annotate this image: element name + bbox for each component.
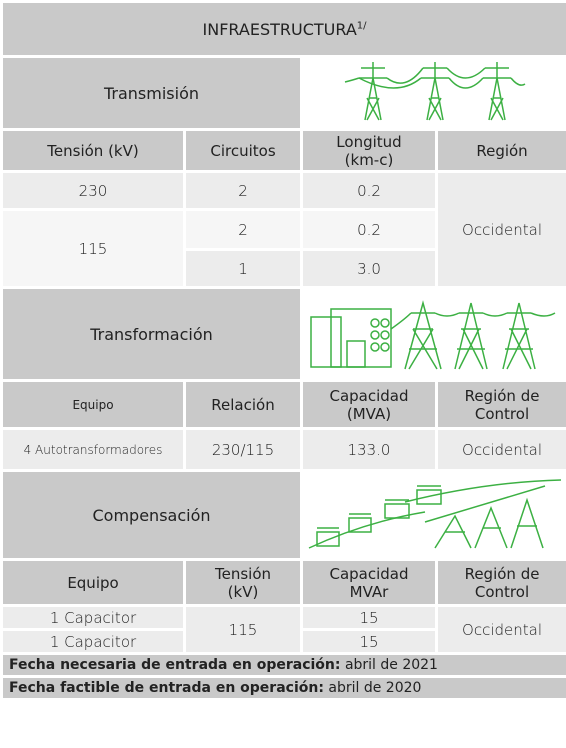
cell: 4 Autotransformadores [0, 427, 186, 472]
column-header: Equipo [0, 379, 186, 430]
cell: 1 [183, 248, 303, 289]
column-header: Región de Control [434, 379, 566, 430]
column-header-text: Región de Control [464, 564, 540, 601]
column-header-text: Longitud (km-c) [336, 132, 402, 169]
cell: 0.2 [300, 208, 438, 251]
title-note: 1/ [356, 20, 367, 32]
transmission-icon [344, 62, 525, 121]
column-header: Tensión (kV) [0, 128, 186, 173]
column-header-text: Capacidad MVAr [329, 564, 409, 601]
cell: Occidental [434, 604, 566, 655]
tower [420, 62, 449, 121]
title-text: INFRAESTRUCTURA [202, 19, 357, 39]
column-header: Circuitos [183, 128, 303, 173]
column-header: Tensión (kV) [183, 558, 303, 607]
cell: 1 Capacitor [0, 628, 186, 655]
column-header: Equipo [0, 558, 186, 607]
title: INFRAESTRUCTURA1/ [0, 0, 566, 58]
cell: 15 [300, 604, 438, 631]
footer-value: abril de 2020 [328, 680, 422, 696]
section-title: Transmisión [0, 55, 303, 131]
cell: 1 Capacitor [0, 604, 186, 631]
cell: 230/115 [183, 427, 303, 472]
cell: 0.2 [300, 170, 438, 211]
section-title: Transformación [0, 286, 303, 382]
cell: 2 [183, 208, 303, 251]
column-header-text: Región de Control [464, 386, 540, 423]
tower [358, 62, 387, 121]
cell: 115 [0, 208, 186, 289]
compensation-icon [308, 479, 561, 549]
cell: 133.0 [300, 427, 438, 472]
section-title: Compensación [0, 469, 303, 561]
cell: Occidental [434, 427, 566, 472]
cell: 15 [300, 628, 438, 655]
cell: 230 [0, 170, 186, 211]
column-header: Capacidad MVAr [300, 558, 438, 607]
column-header-text: Tensión (kV) [214, 564, 271, 601]
footer-label: Fecha necesaria de entrada en operación: [9, 657, 341, 673]
footer-label: Fecha factible de entrada en operación: [9, 680, 324, 696]
tower [482, 62, 511, 121]
column-header: Región [434, 128, 566, 173]
footer-value: abril de 2021 [344, 657, 438, 673]
infrastructure-table: INFRAESTRUCTURA1/ Transmisión Tensión (k… [0, 0, 566, 701]
cell: Occidental [434, 170, 566, 289]
icon-cell [299, 55, 566, 131]
column-header: Relación [183, 379, 303, 430]
icon-cell [299, 286, 566, 382]
column-header: Capacidad (MVA) [300, 379, 438, 430]
column-header: Región de Control [434, 558, 566, 607]
footer-row: Fecha necesaria de entrada en operación:… [0, 652, 566, 678]
footer-row: Fecha factible de entrada en operación: … [0, 675, 566, 701]
cell: 2 [183, 170, 303, 211]
column-header-text: Capacidad (MVA) [329, 386, 409, 423]
icon-cell [299, 469, 566, 561]
column-header: Longitud (km-c) [300, 128, 438, 173]
cell: 115 [183, 604, 303, 655]
transformer-icon [309, 300, 555, 370]
cell: 3.0 [300, 248, 438, 289]
